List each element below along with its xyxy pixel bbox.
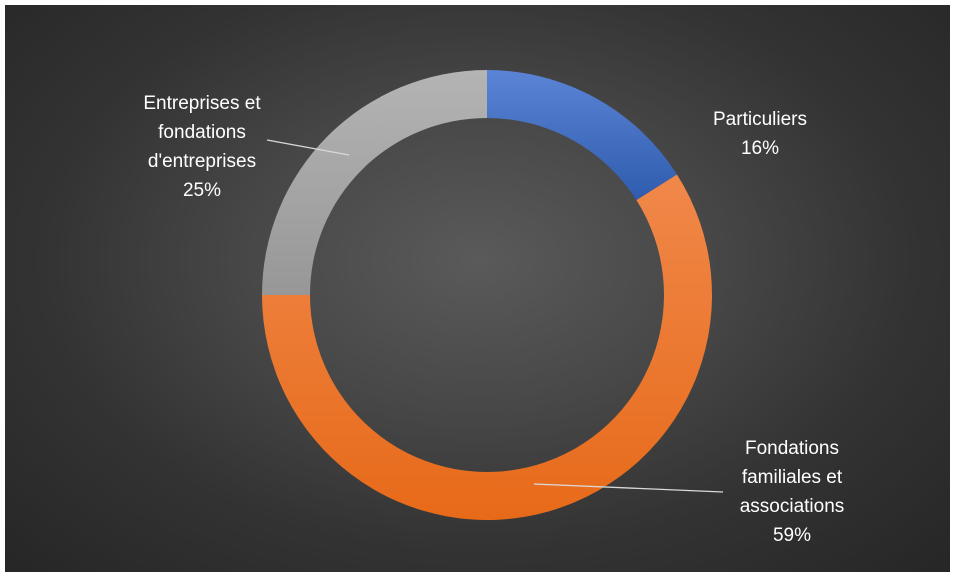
slice-labels: Particuliers 16% Fondations familiales et as… [143, 93, 844, 546]
donut-slice-2 [262, 70, 487, 295]
slice-label-line-2-2: d'entreprises [148, 151, 256, 172]
slice-label-line-2-1: fondations [158, 122, 246, 143]
donut-slice-1 [262, 174, 712, 520]
leader-lines [266, 139, 724, 493]
donut-slice-0 [487, 70, 677, 201]
slice-label-line-2-0: Entreprises et [143, 93, 261, 114]
slice-label-1: Fondations familiales et associations 59% [740, 438, 845, 546]
donut-slices [262, 70, 712, 520]
slice-percent-0: 16% [741, 138, 779, 159]
slice-label-2: Entreprises et fondations d'entreprises 25% [143, 93, 261, 201]
slice-percent-2: 25% [183, 180, 221, 201]
slice-label-0: Particuliers 16% [713, 109, 807, 159]
slice-label-line-1-2: associations [740, 496, 845, 517]
slice-label-line-0-0: Particuliers [713, 109, 807, 130]
slice-label-line-1-1: familiales et [742, 467, 843, 488]
slice-label-line-1-0: Fondations [745, 438, 839, 459]
leader-line-1 [533, 483, 724, 493]
leader-line-2 [266, 139, 350, 156]
slice-percent-1: 59% [773, 525, 811, 546]
